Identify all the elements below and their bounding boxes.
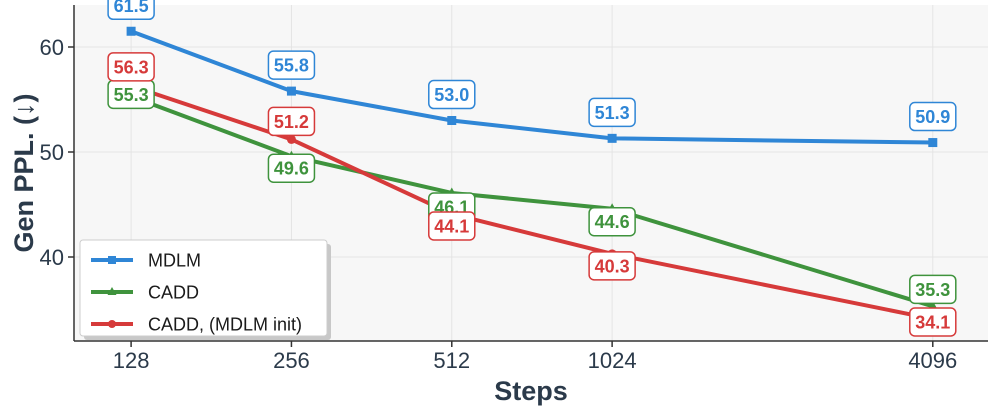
series-point [286,86,296,96]
data-label-text: 51.3 [595,103,630,123]
data-label-box [428,79,476,110]
data-label-text: 50.9 [915,107,950,127]
data-label-text: 55.8 [274,56,309,76]
data-label: 51.2 [267,106,316,137]
series-point [108,256,116,264]
x-axis-title: Steps [494,376,568,406]
series-point [107,287,117,295]
data-label: 44.1 [428,211,476,241]
data-label: 55.3 [107,79,155,110]
data-labels: 61.555.853.051.3 50.955.349.646.144.635.3… [107,0,957,337]
legend-label: CADD, (MDLM init) [148,315,302,335]
legend-entry: MDLM [91,251,201,271]
data-label-text: 53.0 [434,85,469,105]
legend-label: MDLM [148,251,201,271]
y-tick-label: 50 [40,140,64,165]
data-label: 56.3 [107,52,155,82]
legend: MDLM CADD CADD, (MDLM init) [79,239,331,340]
series-point [108,320,116,328]
data-label: 51.3 [588,97,636,128]
data-label-text: 49.6 [274,159,309,179]
legend-box [79,239,328,337]
data-label-box [107,0,155,20]
data-label-box [909,101,957,132]
data-label-text: 44.1 [434,216,469,236]
series-point [126,26,136,36]
x-tick-label: 512 [433,348,470,373]
data-label: 61.5 [107,0,155,20]
x-tick-label: 128 [113,348,150,373]
data-label-text: 40.3 [595,256,630,276]
x-tick-label: 256 [273,348,310,373]
data-label-box [428,211,476,241]
data-label: 50.9 [909,101,957,132]
data-label-text: 51.2 [274,112,309,132]
data-label: 40.3 [588,251,636,281]
legend-label: CADD [148,283,199,303]
data-label-text: 44.6 [595,212,630,232]
series-point [607,133,617,143]
series-point [928,138,938,148]
data-label-box [588,206,636,237]
data-label: 49.6 [267,153,316,183]
data-label: 53.0 [428,79,476,110]
data-label-box [267,50,316,80]
y-tick-label: 60 [40,35,64,60]
data-label-text: 55.3 [114,85,149,105]
data-label-text: 56.3 [114,57,149,77]
data-label-text: 34.1 [915,312,950,332]
ticks: 128 256 512 1024 4096 40 50 60 [40,35,958,373]
series-point [447,116,457,125]
axes [73,5,988,342]
data-label-text: 35.3 [915,280,950,300]
data-label-box [267,106,316,137]
data-label-box [107,52,155,82]
data-label: 35.3 [909,274,957,305]
series-point [286,134,296,144]
series-mdlm [126,26,938,148]
data-label-box [588,251,636,281]
data-label-box [909,307,957,337]
data-label-box [909,274,957,305]
x-tick-label: 4096 [908,348,957,373]
legend-entry: CADD [91,283,199,303]
data-label: 55.8 [267,50,316,80]
legend-entry: CADD, (MDLM init) [91,315,302,335]
y-axis-title: Gen PPL. (↓) [9,93,39,252]
data-label-box [588,97,636,128]
data-label: 34.1 [909,307,957,337]
data-label: 44.6 [588,206,636,237]
x-tick-label: 1024 [588,348,637,373]
y-tick-label: 40 [40,245,64,270]
data-label-text: 61.5 [114,0,149,16]
data-label-box [267,153,316,183]
